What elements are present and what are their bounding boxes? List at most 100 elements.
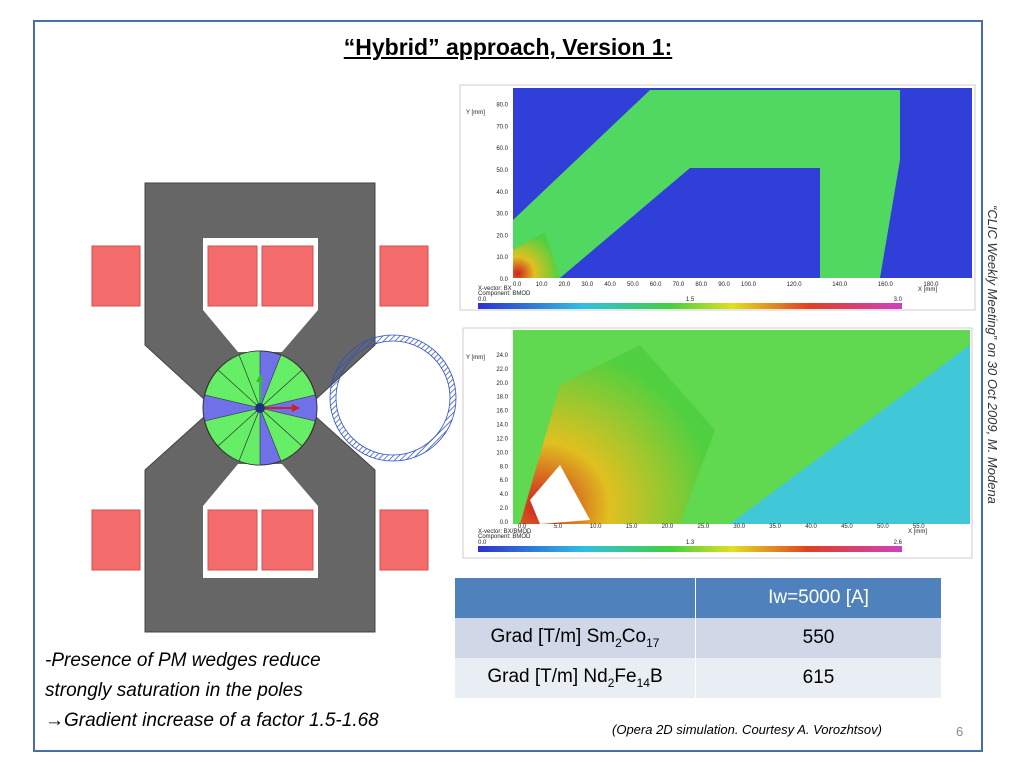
x-tick-label: 80.0 [695,282,707,288]
ring-edge [335,340,451,456]
y-tick-label: 40.0 [496,190,508,196]
y-tick-label: 10.0 [496,255,508,261]
row-value: 550 [802,627,835,648]
legend-text: X-vector: BX [478,286,512,292]
label-part: 2 [607,675,615,690]
y-tick-label: 20.0 [496,233,508,239]
label-part: 17 [646,635,660,650]
x-tick-label: 30.0 [733,524,745,530]
x-tick-label: 35.0 [769,524,781,530]
axis-label: X [mm] [908,529,927,535]
side-note-text: “CLIC Weekly Meeting” on 30 Oct 2009, [985,205,1000,439]
label-part: 14 [636,675,650,690]
side-note: “CLIC Weekly Meeting” on 30 Oct 2009, M.… [985,205,1000,504]
label-part: Grad [T/m] Sm [490,626,616,648]
x-tick-label: 60.0 [650,282,662,288]
x-tick-label: 90.0 [718,282,730,288]
header-cell [455,578,696,618]
note-line: -Presence of PM wedges reduce [45,650,321,671]
label-part: Grad [T/m] Nd [487,666,608,688]
plot-labels: Y [mm] X [mm] 0.0 10.0 20.0 30.0 40.0 50.0 60.0 7… [466,103,939,546]
colorbar-label: 1.3 [686,540,695,546]
field-hot [520,345,715,524]
x-tick-label: 15.0 [626,524,638,530]
field-hot [513,232,560,278]
pm-wedges [204,350,316,466]
x-tick-label: 100.0 [741,282,757,288]
x-tick-label: 20.0 [559,282,571,288]
legend-text: X-vector: BX/BMOD [478,529,532,535]
origin [255,403,265,413]
x-tick-label: 120.0 [787,282,803,288]
x-tick-label: 50.0 [627,282,639,288]
legend-text: Component: BMOD [478,534,531,540]
x-tick-label: 40.0 [604,282,616,288]
slide-frame [33,20,983,752]
magnet-drawing [91,182,457,633]
x-tick-label: 30.0 [581,282,593,288]
x-tick-label: 10.0 [590,524,602,530]
colorbar-label: 1.5 [686,297,695,303]
x-tick-label: 10.0 [536,282,548,288]
side-note-author: M. Modena [985,438,1000,504]
colorbar-label: 2.6 [894,540,903,546]
y-tick-label: 24.0 [496,353,508,359]
label-part: B [649,666,663,688]
ring-edge [329,334,457,462]
y-tick-label: 16.0 [496,409,508,415]
y-tick-label: 70.0 [496,124,508,130]
x-tick-label: 140.0 [832,282,848,288]
colorbar-label: 0.0 [478,540,487,546]
y-tick-label: 14.0 [496,423,508,429]
coils [91,245,429,571]
note-line: →Gradient increase of a factor 1.5-1.68 [45,710,379,731]
y-tick-label: 10.0 [496,450,508,456]
field-void [530,465,590,524]
x-tick-label: 20.0 [662,524,674,530]
page-number: 6 [956,724,964,739]
x-tick-label: 0.0 [513,282,522,288]
y-tick-label: 4.0 [500,492,509,498]
axis-label: Y [mm] [466,355,485,361]
y-tick-label: 22.0 [496,367,508,373]
note-line: strongly saturation in the poles [45,680,303,701]
legend-text: Component: BMOD [478,291,531,297]
y-tick-label: 30.0 [496,212,508,218]
label-part: Fe [614,666,637,688]
simulation-plot-1 [459,84,976,311]
label-part: Co [621,626,647,648]
row-label: Grad [T/m] Nd2Fe14B [455,658,696,698]
arrow-head [256,374,264,382]
x-tick-label: 55.0 [913,524,925,530]
axis-label: Y [mm] [466,110,485,116]
y-tick-label: 0.0 [500,277,509,283]
y-tick-label: 18.0 [496,395,508,401]
y-tick-label: 0.0 [500,520,509,526]
y-tick-label: 60.0 [496,146,508,152]
slide-title: “Hybrid” approach, Version 1: [343,34,673,60]
results-table: Iw=5000 [A] Grad [T/m] Sm2Co17 550 Grad [… [455,578,941,698]
x-tick-label: 70.0 [673,282,685,288]
colorbar-label: 3.0 [894,297,903,303]
arrow-head [292,404,300,412]
row-label: Grad [T/m] Sm2Co17 [455,618,696,658]
x-tick-label: 180.0 [923,282,939,288]
y-tick-label: 6.0 [500,478,509,484]
y-tick-label: 50.0 [496,168,508,174]
header-row: Iw=5000 [A] [455,578,941,618]
y-tick-label: 12.0 [496,436,508,442]
x-tick-label: 50.0 [877,524,889,530]
y-tick-label: 2.0 [500,506,509,512]
label-part: 2 [615,635,622,650]
caption: (Opera 2D simulation. Courtesy A. Vorozh… [612,722,882,737]
field-flux [513,90,900,278]
y-tick-label: 8.0 [500,464,509,470]
x-tick-label: 25.0 [698,524,710,530]
x-tick-label: 40.0 [805,524,817,530]
table-row: Grad [T/m] Nd2Fe14B 615 [455,658,941,698]
colorbar-label: 0.0 [478,297,487,303]
colorbar [478,546,902,552]
x-tick-label: 160.0 [878,282,894,288]
x-tick-label: 0.0 [518,524,527,530]
